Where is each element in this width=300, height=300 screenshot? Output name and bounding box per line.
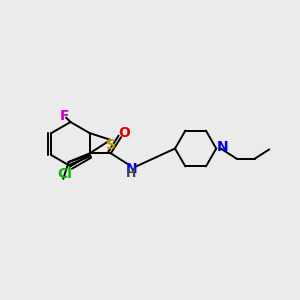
- Text: S: S: [106, 138, 116, 152]
- Text: O: O: [118, 126, 130, 140]
- Text: N: N: [217, 140, 229, 154]
- Text: N: N: [126, 162, 137, 176]
- Text: H: H: [126, 167, 136, 180]
- Text: F: F: [59, 109, 69, 122]
- Text: Cl: Cl: [57, 167, 72, 181]
